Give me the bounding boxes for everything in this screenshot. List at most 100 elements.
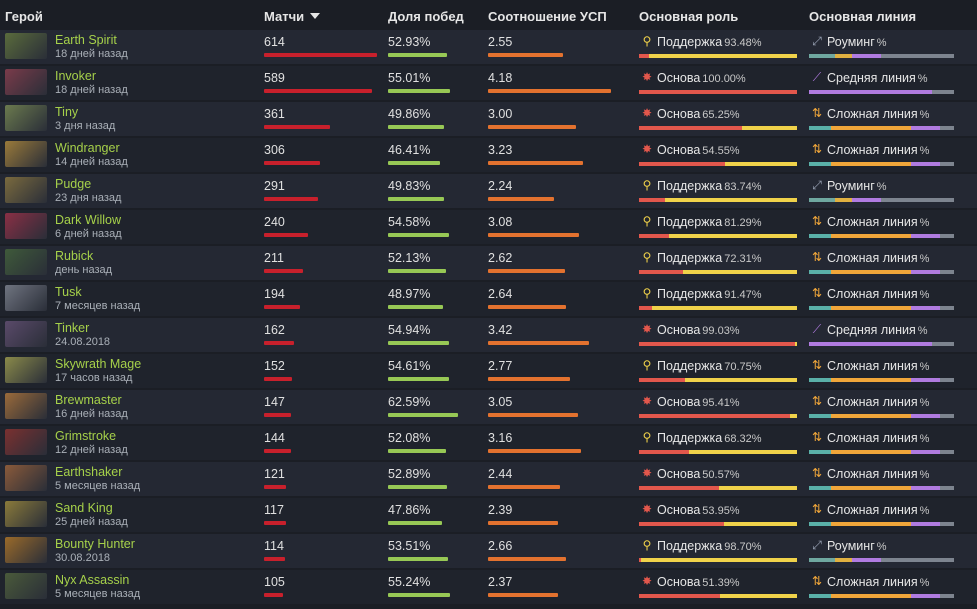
role-text: Основа 100.00% (657, 71, 746, 85)
role-distribution-bar (639, 306, 797, 310)
role-text: Основа 65.25% (657, 107, 740, 121)
matches-value: 211 (264, 251, 284, 265)
role-distribution-bar (639, 234, 797, 238)
lane-segment (809, 126, 831, 130)
matches-value: 117 (264, 503, 284, 517)
kda-value: 4.18 (488, 71, 513, 85)
role-support-segment (718, 486, 797, 490)
hero-portrait[interactable] (5, 105, 47, 131)
hero-portrait[interactable] (5, 33, 47, 59)
hero-name-link[interactable]: Earthshaker (55, 465, 123, 479)
table-row[interactable]: Dark Willow 6 дней назад 240 54.58% 3.08 ⚲ Под… (0, 210, 977, 244)
table-row[interactable]: Earthshaker 5 месяцев назад 121 52.89% 2.44 ✸… (0, 462, 977, 496)
table-row[interactable]: Tusk 7 месяцев назад 194 48.97% 2.64 ⚲ Поддерж… (0, 282, 977, 316)
table-row[interactable]: Earth Spirit 18 дней назад 614 52.93% 2.55 ⚲ П… (0, 30, 977, 64)
table-row[interactable]: Brewmaster 16 дней назад 147 62.59% 3.05 ✸ Осн… (0, 390, 977, 424)
table-row[interactable]: Tiny 3 дня назад 361 49.86% 3.00 ✸ Основа 65.25… (0, 102, 977, 136)
hero-name-link[interactable]: Grimstroke (55, 429, 117, 443)
mid-lane-icon: ⟋ (812, 322, 822, 336)
hero-portrait[interactable] (5, 285, 47, 311)
header-hero[interactable]: Герой (5, 9, 43, 24)
role-support-segment (724, 522, 797, 526)
role-support-segment (664, 198, 797, 202)
hero-portrait[interactable] (5, 501, 47, 527)
table-row[interactable]: Pudge 23 дня назад 291 49.83% 2.24 ⚲ Поддержка… (0, 174, 977, 208)
header-role[interactable]: Основная роль (639, 9, 739, 24)
hero-name-link[interactable]: Sand King (55, 501, 113, 515)
header-lane[interactable]: Основная линия (809, 9, 917, 24)
off-lane-icon: ⇅ (811, 574, 823, 588)
matches-value: 144 (264, 431, 285, 445)
matches-value: 162 (264, 323, 285, 337)
hero-portrait[interactable] (5, 177, 47, 203)
hero-portrait[interactable] (5, 573, 47, 599)
hero-name-link[interactable]: Invoker (55, 69, 96, 83)
hero-name-link[interactable]: Tinker (55, 321, 90, 335)
lane-text: Сложная линия% (827, 359, 929, 373)
header-winrate[interactable]: Доля побед (388, 9, 464, 24)
winrate-value: 53.51% (388, 539, 431, 553)
table-row[interactable]: Rubick день назад 211 52.13% 2.62 ⚲ Поддержка 7… (0, 246, 977, 280)
support-role-icon: ⚲ (642, 286, 652, 300)
role-text: Поддержка 81.29% (657, 215, 762, 229)
role-percent: 50.57% (702, 469, 740, 481)
winrate-bar (388, 53, 447, 57)
table-row[interactable]: Skywrath Mage 17 часов назад 152 54.61% 2.77… (0, 354, 977, 388)
winrate-bar (388, 125, 444, 129)
lane-text: Средняя линия% (827, 323, 928, 337)
table-row[interactable]: Grimstroke 12 дней назад 144 52.08% 3.16 ⚲ Под… (0, 426, 977, 460)
support-role-icon: ⚲ (642, 178, 652, 192)
lane-name: Средняя линия (827, 323, 916, 337)
core-role-icon: ✸ (641, 394, 653, 408)
lane-percent: % (919, 397, 930, 409)
role-support-segment (649, 54, 797, 58)
lane-name: Сложная линия (827, 503, 918, 517)
table-row[interactable]: Invoker 18 дней назад 589 55.01% 4.18 ✸ Основа… (0, 66, 977, 100)
role-distribution-bar (639, 90, 797, 94)
kda-bar (488, 521, 558, 525)
lane-segment (881, 558, 954, 562)
hero-portrait[interactable] (5, 249, 47, 275)
hero-portrait[interactable] (5, 357, 47, 383)
table-row[interactable]: Sand King 25 дней назад 117 47.86% 2.39 ✸ Осно… (0, 498, 977, 532)
hero-name-link[interactable]: Pudge (55, 177, 92, 191)
hero-name-link[interactable]: Earth Spirit (55, 33, 117, 47)
hero-name-link[interactable]: Tiny (55, 105, 79, 119)
hero-portrait[interactable] (5, 141, 47, 167)
lane-segment (939, 378, 954, 382)
hero-name-link[interactable]: Skywrath Mage (55, 357, 142, 371)
hero-portrait[interactable] (5, 69, 47, 95)
table-row[interactable]: Bounty Hunter 30.08.2018 114 53.51% 2.66 ⚲ Под… (0, 534, 977, 568)
hero-name-link[interactable]: Windranger (55, 141, 120, 155)
winrate-bar (388, 197, 444, 201)
lane-segment (809, 450, 831, 454)
hero-name-link[interactable]: Nyx Assassin (55, 573, 130, 587)
winrate-bar (388, 89, 450, 93)
hero-portrait[interactable] (5, 465, 47, 491)
hero-portrait[interactable] (5, 213, 47, 239)
table-row[interactable]: Nyx Assassin 5 месяцев назад 105 55.24% 2.37… (0, 570, 977, 604)
hero-name-link[interactable]: Dark Willow (55, 213, 121, 227)
role-text: Основа 99.03% (657, 323, 740, 337)
hero-portrait[interactable] (5, 321, 47, 347)
last-played-text: 16 дней назад (55, 408, 128, 420)
core-role-icon: ✸ (641, 322, 653, 336)
hero-name-link[interactable]: Rubick (55, 249, 94, 263)
hero-portrait[interactable] (5, 429, 47, 455)
table-row[interactable]: Windranger 14 дней назад 306 46.41% 3.23 ✸ Осн… (0, 138, 977, 172)
hero-name-link[interactable]: Tusk (55, 285, 82, 299)
role-support-segment (725, 162, 797, 166)
header-matches[interactable]: Матчи (264, 9, 321, 24)
hero-portrait[interactable] (5, 537, 47, 563)
lane-segment (939, 594, 954, 598)
header-kda[interactable]: Соотношение УСП (488, 9, 607, 24)
hero-portrait[interactable] (5, 393, 47, 419)
last-played-text: 25 дней назад (55, 516, 128, 528)
role-text: Поддержка 70.75% (657, 359, 762, 373)
lane-segment (910, 126, 940, 130)
lane-distribution-bar (809, 162, 954, 166)
table-row[interactable]: Tinker 24.08.2018 162 54.94% 3.42 ✸ Основа 99.0… (0, 318, 977, 352)
hero-name-link[interactable]: Bounty Hunter (55, 537, 135, 551)
hero-name-link[interactable]: Brewmaster (55, 393, 122, 407)
matches-bar (264, 233, 308, 237)
